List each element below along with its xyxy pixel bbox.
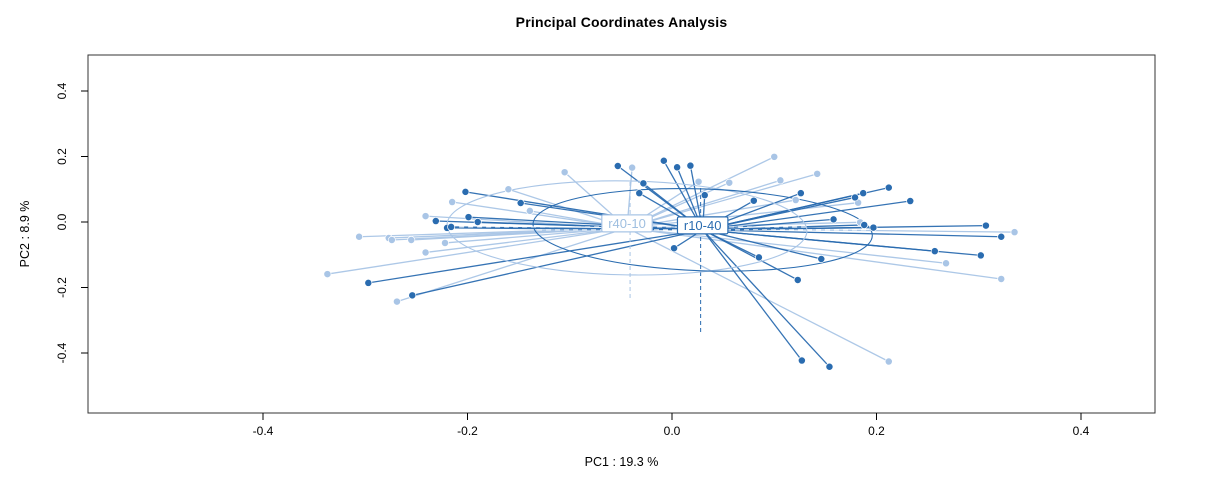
group-ellipse-r10-40 — [532, 187, 873, 272]
sample-point-r10-40 — [981, 221, 990, 230]
spider-line-r10-40 — [468, 216, 703, 231]
sample-point-r40-10 — [942, 259, 950, 268]
sample-point-r40-10 — [725, 178, 734, 187]
x-axis-title: PC1 : 19.3 % — [585, 455, 659, 469]
sample-point-r10-40 — [829, 215, 838, 224]
spider-line-r40-10 — [425, 227, 628, 254]
sample-point-r40-10 — [560, 168, 569, 177]
sample-point-r10-40 — [473, 218, 482, 226]
chart-title: Principal Coordinates Analysis — [515, 14, 728, 30]
sample-point-r10-40 — [869, 223, 878, 232]
sample-point-r10-40 — [797, 356, 806, 365]
sample-point-r10-40 — [670, 244, 678, 253]
sample-point-r10-40 — [749, 196, 758, 205]
x-tick-label: 0.4 — [1073, 424, 1090, 438]
spider-line-r10-40 — [702, 229, 799, 281]
spider-line-r10-40 — [702, 229, 803, 361]
sample-point-r10-40 — [754, 253, 763, 262]
sample-point-r40-10 — [323, 270, 332, 279]
sample-point-r40-10 — [392, 297, 401, 306]
y-tick-label: -0.4 — [55, 342, 69, 363]
sample-point-r10-40 — [930, 247, 939, 256]
sample-point-r10-40 — [673, 163, 682, 172]
sample-point-r40-10 — [421, 212, 430, 221]
sample-point-r10-40 — [447, 222, 456, 231]
y-tick-label: 0.0 — [55, 213, 69, 230]
sample-point-r10-40 — [461, 187, 470, 196]
centroid-label-r10-40: r10-40 — [684, 218, 722, 233]
centroid-label-box-r10-40 — [676, 216, 729, 235]
centroid-label-r40-10: r40-10 — [608, 216, 646, 231]
spider-line-r40-10 — [626, 173, 818, 229]
sample-point-r10-40 — [516, 199, 525, 207]
spider-line-r40-10 — [626, 227, 890, 363]
sample-point-r40-10 — [694, 177, 703, 186]
plot-border — [87, 54, 1156, 414]
sample-point-r10-40 — [613, 162, 622, 170]
centroid-label-box-r40-10 — [601, 214, 653, 233]
sample-point-r10-40 — [431, 217, 440, 225]
spider-line-r40-10 — [626, 221, 861, 229]
sample-point-r10-40 — [686, 161, 695, 170]
spider-line-r10-40 — [368, 229, 703, 284]
sample-point-r40-10 — [791, 196, 800, 205]
spider-line-r40-10 — [626, 227, 1002, 280]
sample-point-r10-40 — [976, 251, 985, 260]
x-tick-label: 0.2 — [868, 424, 885, 438]
sample-point-r40-10 — [997, 275, 1006, 283]
sample-point-r10-40 — [793, 276, 802, 284]
spider-line-r10-40 — [451, 226, 703, 231]
sample-point-r40-10 — [448, 198, 457, 206]
sample-point-r40-10 — [355, 232, 364, 241]
sample-point-r40-10 — [504, 185, 513, 194]
y-tick-label: 0.4 — [55, 82, 69, 99]
sample-point-r10-40 — [659, 156, 668, 165]
sample-point-r10-40 — [639, 179, 648, 188]
y-tick-label: -0.2 — [55, 277, 69, 298]
spider-line-r10-40 — [702, 229, 1002, 238]
sample-point-r40-10 — [421, 248, 430, 257]
sample-point-r10-40 — [859, 189, 868, 198]
sample-point-r10-40 — [700, 191, 709, 200]
x-tick-label: 0.0 — [664, 424, 681, 438]
spider-line-r10-40 — [702, 200, 911, 231]
sample-point-r10-40 — [796, 189, 805, 198]
sample-point-r10-40 — [860, 220, 869, 229]
sample-point-r40-10 — [813, 169, 822, 178]
sample-point-r10-40 — [817, 255, 826, 263]
y-tick-label: 0.2 — [55, 148, 69, 165]
sample-point-r10-40 — [884, 183, 893, 192]
spider-line-r10-40 — [702, 229, 822, 260]
sample-point-r10-40 — [997, 232, 1006, 241]
spider-line-r10-40 — [477, 221, 703, 231]
spider-line-r40-10 — [396, 227, 628, 303]
sample-point-r40-10 — [1010, 228, 1019, 237]
sample-point-r10-40 — [851, 193, 859, 202]
sample-point-r10-40 — [635, 189, 644, 198]
sample-point-r10-40 — [464, 213, 473, 222]
sample-point-r40-10 — [407, 236, 416, 244]
sample-point-r40-10 — [441, 239, 449, 247]
sample-point-r10-40 — [906, 197, 915, 205]
spider-line-r40-10 — [444, 227, 628, 244]
spider-line-r10-40 — [702, 224, 986, 231]
x-tick-label: -0.2 — [457, 424, 478, 438]
sample-point-r40-10 — [770, 152, 779, 161]
y-axis-title: PC2 : 8.9 % — [18, 201, 32, 268]
sample-point-r40-10 — [884, 357, 893, 366]
sample-point-r40-10 — [628, 163, 637, 172]
sample-point-r40-10 — [525, 206, 534, 215]
sample-point-r40-10 — [776, 176, 785, 185]
spider-line-r10-40 — [702, 229, 830, 368]
sample-point-r10-40 — [825, 362, 834, 371]
sample-point-r40-10 — [387, 236, 396, 244]
sample-point-r10-40 — [364, 278, 373, 287]
sample-point-r10-40 — [408, 291, 417, 300]
x-tick-label: -0.4 — [253, 424, 274, 438]
spider-line-r10-40 — [412, 229, 703, 296]
